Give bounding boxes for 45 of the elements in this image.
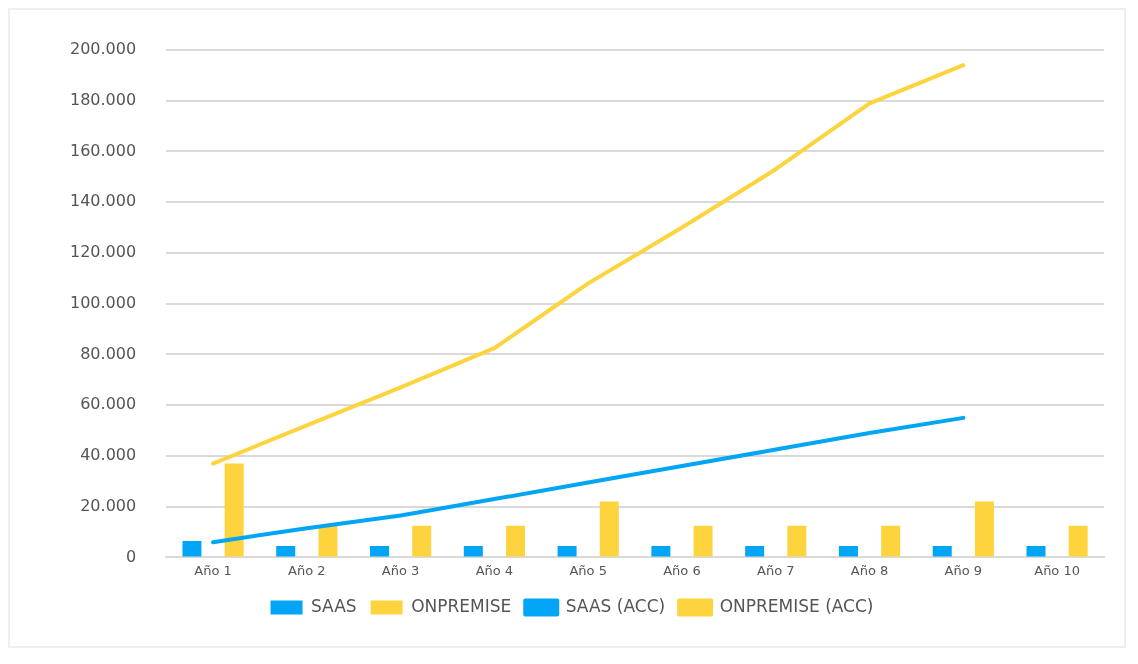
y-tick-label: 0 [125, 546, 137, 566]
x-tick-label: Año 7 [757, 562, 795, 578]
bar [651, 545, 671, 557]
bar [1068, 525, 1088, 557]
x-tick-label: Año 8 [850, 562, 889, 578]
y-tick-label: 140.000 [69, 191, 137, 211]
bar [881, 525, 901, 557]
y-tick-label: 60.000 [80, 394, 137, 414]
bar [1026, 545, 1046, 557]
x-tick-label: Año 1 [194, 562, 232, 578]
bar [693, 525, 713, 557]
x-tick-label: Año 3 [381, 562, 420, 578]
legend-label: ONPREMISE (ACC) [719, 595, 874, 616]
y-tick-label: 40.000 [80, 445, 137, 465]
bar [745, 545, 765, 557]
y-tick-label: 80.000 [80, 343, 137, 363]
y-tick-label: 120.000 [69, 242, 137, 262]
bar [370, 545, 390, 557]
legend-label: SAAS (ACC) [565, 595, 666, 616]
y-tick-label: 20.000 [80, 495, 137, 515]
bar [787, 525, 807, 557]
x-tick-label: Año 6 [663, 562, 701, 578]
y-tick-label: 180.000 [69, 89, 137, 109]
bar [557, 545, 577, 557]
legend-label: SAAS [311, 595, 357, 616]
bar [463, 545, 483, 557]
x-tick-label: Año 5 [569, 562, 607, 578]
bar [838, 545, 858, 557]
bar [974, 501, 994, 557]
bar [506, 525, 525, 557]
x-tick-label: Año 10 [1034, 562, 1080, 578]
y-tick-label: 200.000 [69, 39, 137, 59]
x-tick-label: Año 2 [288, 562, 326, 578]
bar [932, 545, 952, 557]
legend-label: ONPREMISE [411, 595, 512, 616]
bar [599, 501, 619, 557]
y-tick-label: 160.000 [69, 140, 137, 160]
y-tick-label: 100.000 [69, 292, 137, 312]
bar [276, 545, 296, 557]
bar [412, 525, 432, 557]
bar [224, 463, 244, 557]
bar [182, 540, 202, 557]
x-tick-label: Año 9 [944, 562, 983, 578]
x-tick-label: Año 4 [475, 562, 514, 578]
bar [318, 525, 338, 557]
